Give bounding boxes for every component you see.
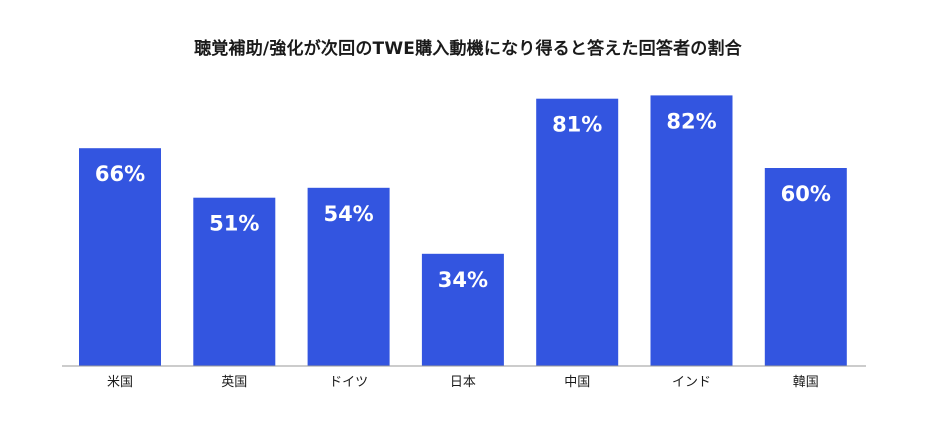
- bar-4: [536, 98, 619, 366]
- category-labels-group: 米国 英国 ドイツ 日本 中国 インド 韓国: [107, 375, 819, 390]
- bar-2: [307, 187, 390, 366]
- category-label-2: ドイツ: [329, 375, 368, 390]
- bar-value-label-2: 54%: [323, 202, 373, 226]
- bar-5: [650, 95, 733, 367]
- bar-value-label-1: 51%: [209, 212, 259, 236]
- bar-6: [764, 168, 847, 366]
- bar-value-label-0: 66%: [95, 162, 145, 186]
- category-label-3: 日本: [450, 375, 476, 390]
- category-label-6: 韓国: [793, 375, 819, 390]
- category-label-0: 米国: [107, 375, 133, 390]
- bar-value-label-4: 81%: [552, 113, 602, 137]
- bars-group: 66% 51% 54% 34% 81% 82% 60%: [79, 95, 847, 367]
- bar-value-label-6: 60%: [781, 182, 831, 206]
- category-label-5: インド: [672, 375, 711, 390]
- bar-1: [193, 197, 276, 366]
- bar-3: [421, 253, 504, 366]
- bar-0: [79, 148, 161, 366]
- category-label-4: 中国: [564, 375, 590, 390]
- bar-value-label-5: 82%: [666, 109, 716, 133]
- category-label-1: 英国: [221, 375, 247, 390]
- chart-title: 聴覚補助/強化が次回のTWE購入動機になり得ると答えた回答者の割合: [194, 39, 742, 59]
- bar-value-label-3: 34%: [438, 268, 488, 292]
